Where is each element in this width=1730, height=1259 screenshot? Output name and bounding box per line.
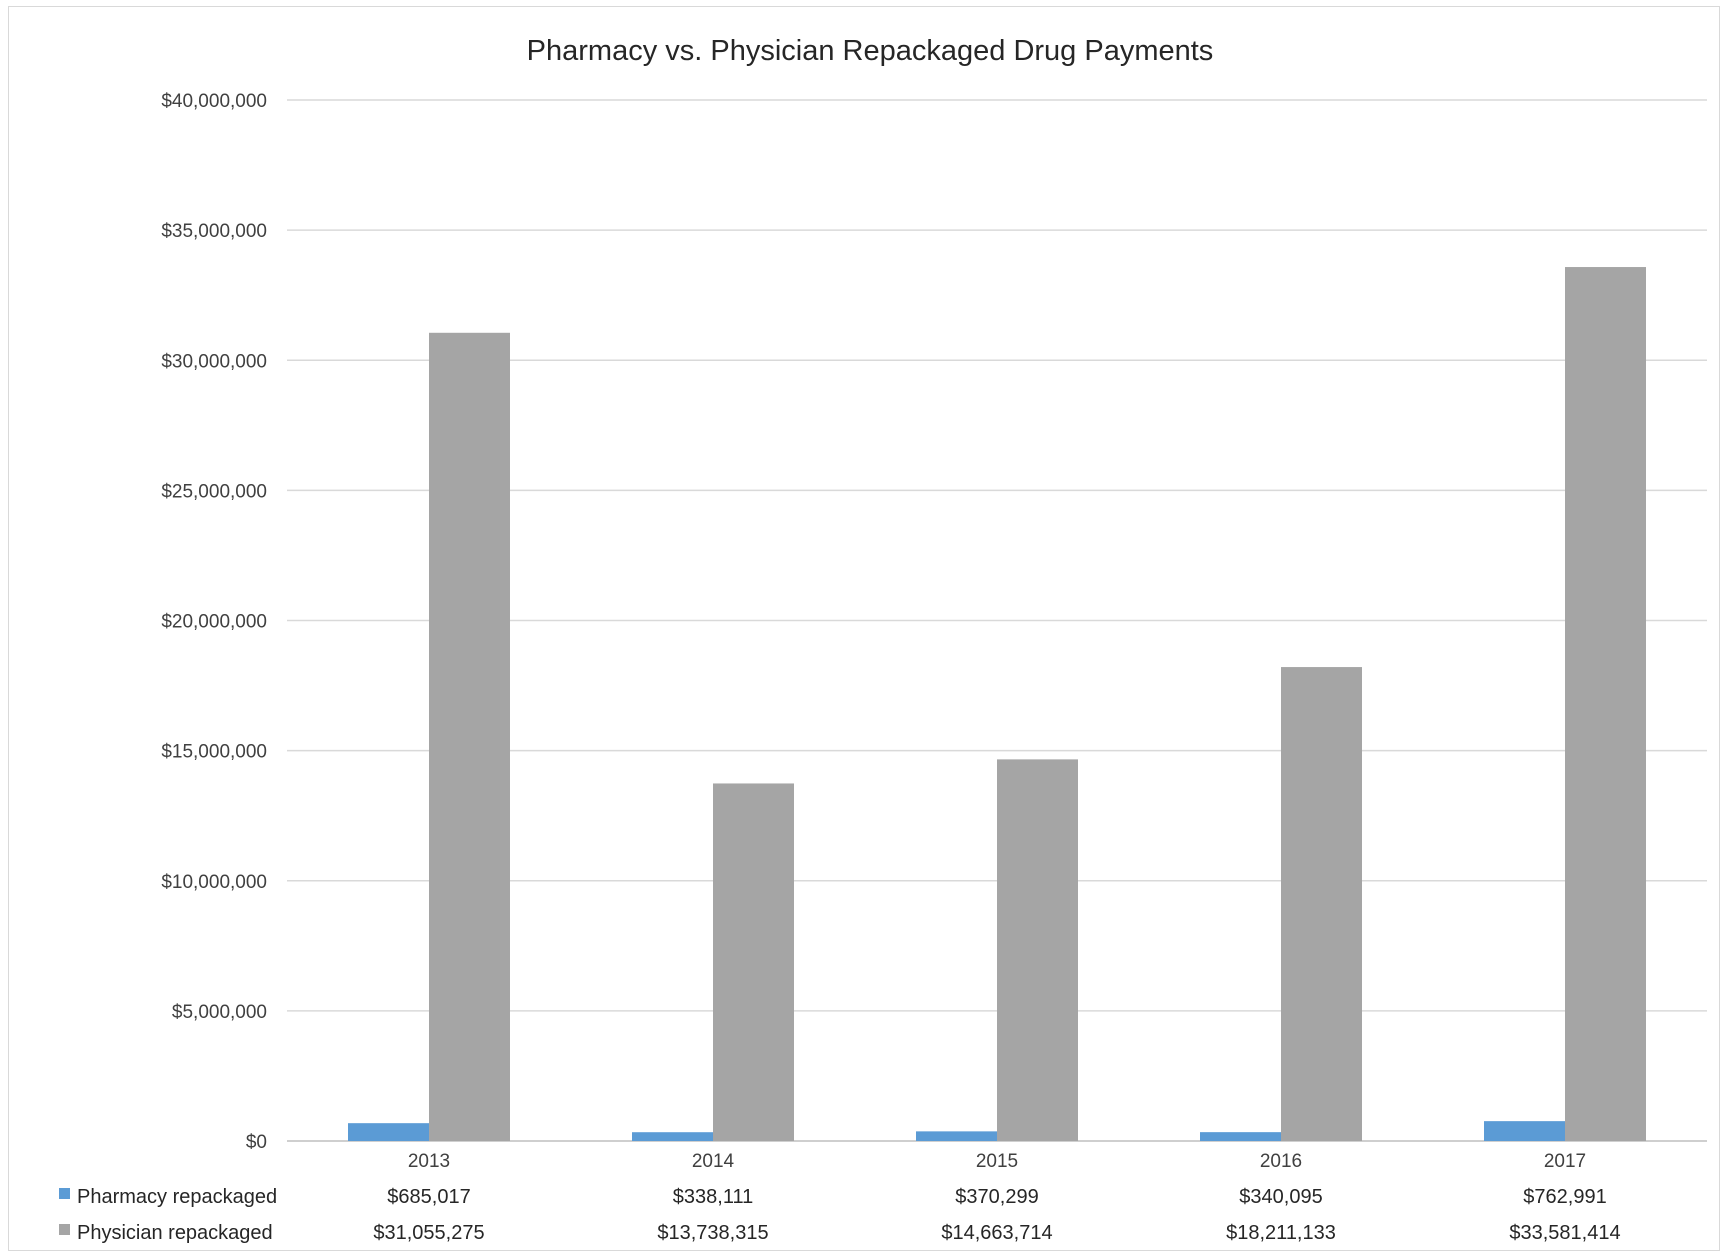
chart-title: Pharmacy vs. Physician Repackaged Drug P… [527, 35, 1214, 67]
bar-physician [713, 783, 794, 1141]
bar-physician [997, 759, 1078, 1141]
y-tick-label: $15,000,000 [161, 742, 267, 763]
bar-pharmacy [1484, 1121, 1565, 1141]
y-tick-label: $0 [246, 1132, 267, 1153]
x-tick-label: 2014 [692, 1151, 735, 1172]
bar-physician [429, 332, 510, 1141]
data-table: $685,017 $31,055,275 $338,111 $13,738,315 $3… [59, 1186, 1621, 1244]
y-tick-label: $20,000,000 [161, 612, 267, 633]
bar-pharmacy [348, 1123, 429, 1141]
data-table-cell: $370,299 [955, 1186, 1038, 1208]
legend-label: Physician repackaged [77, 1222, 273, 1244]
x-axis: 2013 2014 2015 2016 2017 [408, 1151, 1586, 1172]
x-tick-label: 2016 [1260, 1151, 1302, 1172]
bar-physician [1565, 267, 1646, 1141]
bar-pharmacy [632, 1132, 713, 1141]
bars [348, 267, 1646, 1141]
legend-label: Pharmacy repackaged [77, 1186, 277, 1208]
bar-physician [1281, 667, 1362, 1141]
y-tick-label: $30,000,000 [161, 351, 267, 372]
y-tick-label: $25,000,000 [161, 481, 267, 502]
data-table-cell: $13,738,315 [657, 1222, 768, 1244]
bar-pharmacy [916, 1131, 997, 1141]
y-tick-label: $35,000,000 [161, 221, 267, 242]
data-table-cell: $14,663,714 [941, 1222, 1052, 1244]
data-table-cell: $762,991 [1523, 1186, 1606, 1208]
y-tick-label: $5,000,000 [172, 1002, 267, 1023]
gridlines [287, 99, 1707, 1142]
data-table-cell: $338,111 [673, 1186, 753, 1208]
data-table-cell: $340,095 [1239, 1186, 1322, 1208]
data-table-cell: $31,055,275 [373, 1222, 484, 1244]
x-tick-label: 2013 [408, 1151, 450, 1172]
y-tick-label: $40,000,000 [161, 91, 267, 112]
legend-swatch [59, 1188, 70, 1199]
chart-frame [8, 6, 1720, 1251]
bar-pharmacy [1200, 1132, 1281, 1141]
legend-swatch [59, 1224, 70, 1235]
y-tick-label: $10,000,000 [161, 872, 267, 893]
data-table-cell: $33,581,414 [1509, 1222, 1620, 1244]
x-tick-label: 2017 [1544, 1151, 1586, 1172]
data-table-cell: $18,211,133 [1226, 1222, 1336, 1244]
x-tick-label: 2015 [976, 1151, 1018, 1172]
y-axis: $0 $5,000,000 $10,000,000 $15,000,000 $20,00… [161, 91, 267, 1153]
data-table-cell: $685,017 [387, 1186, 470, 1208]
